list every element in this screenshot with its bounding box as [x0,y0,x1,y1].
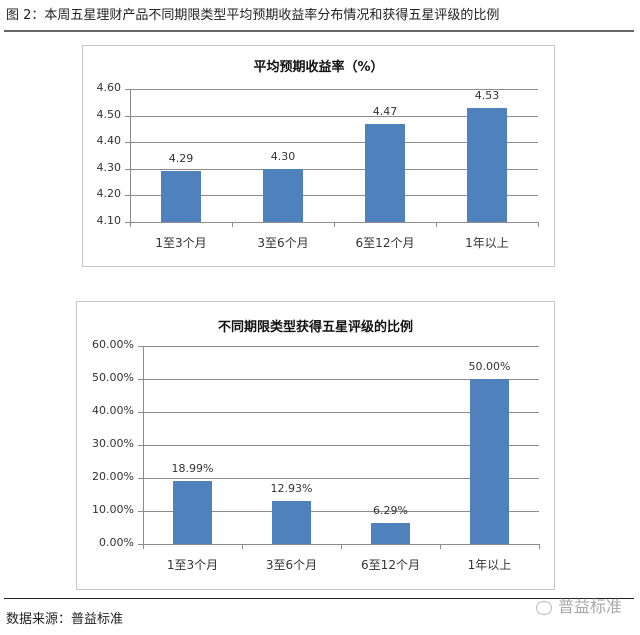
chart-five-star-ratio: 不同期限类型获得五星评级的比例 60.00% 50.00% 40.00% 30.00%… [76,301,555,590]
y-tick [138,478,143,479]
y-tick-label: 4.60 [96,81,122,94]
bar [364,123,406,222]
x-tick [538,222,539,227]
x-tick [440,544,441,549]
y-tick [125,89,130,90]
x-category-label: 6至12个月 [355,236,415,250]
bar [466,107,508,222]
y-tick [125,115,130,117]
y-tick [125,195,130,197]
x-category-label: 3至6个月 [257,236,309,250]
data-source: 数据来源：普益标准 [6,612,124,627]
x-category-label: 6至12个月 [361,558,420,572]
x-tick [130,222,131,227]
x-category-label: 1年以上 [465,236,509,250]
bar [160,171,202,222]
x-tick [242,544,243,549]
y-tick [125,168,130,170]
y-tick [138,379,143,380]
y-tick-label: 4.10 [96,214,122,227]
y-tick-label: 60.00% [92,338,134,351]
chart-title: 平均预期收益率（%） [253,60,384,75]
y-tick-label: 4.30 [96,160,122,174]
gridline [143,346,539,347]
gridline [143,445,539,446]
y-tick [138,346,143,347]
y-tick-label: 50.00% [92,371,134,384]
y-tick-label: 40.00% [92,404,134,417]
bar-value-label: 4.30 [270,149,296,163]
gridline [130,115,538,117]
y-tick-label: 10.00% [92,503,134,516]
x-tick [334,222,335,227]
bar-value-label: 18.99% [171,462,214,476]
bar [271,501,312,544]
y-tick [138,445,143,446]
bottom-rule [4,598,634,599]
y-axis [130,89,131,222]
gridline [130,89,538,90]
bar [172,481,213,544]
watermark: 普益标准 [536,593,622,617]
y-tick [125,222,130,223]
bar [469,379,510,544]
gridline [130,168,538,170]
x-tick [436,222,437,227]
x-tick [232,222,233,227]
figure-title: 图 2：本周五星理财产品不同期限类型平均预期收益率分布情况和获得五星评级的比例 [6,8,500,23]
y-tick [125,142,130,144]
y-tick-label: 4.20 [96,187,122,201]
top-rule [4,30,634,32]
y-tick [138,511,143,512]
x-tick [341,544,342,549]
bar-value-label: 12.93% [270,482,313,496]
gridline [143,478,539,479]
x-category-label: 1年以上 [467,558,512,572]
x-category-label: 1至3个月 [166,558,219,572]
y-tick-label: 0.00% [99,536,134,549]
x-category-label: 1至3个月 [155,236,207,250]
wechat-icon [536,600,552,615]
y-tick-label: 4.50 [96,107,122,121]
gridline [143,379,539,380]
plot-area: 4.60 4.50 4.40 4.30 4.20 4.10 4.29 1至3个月 4.30 3至6… [97,81,539,250]
bar [370,523,411,544]
y-tick [138,412,143,413]
gridline [143,412,539,413]
y-tick [138,544,143,545]
x-category-label: 3至6个月 [265,558,318,572]
bar-value-label: 6.29% [373,504,408,518]
chart-title: 不同期限类型获得五星评级的比例 [217,320,413,335]
bar-value-label: 4.29 [168,152,194,166]
x-tick [143,544,144,549]
bar-value-label: 4.53 [474,88,500,102]
y-tick-label: 4.40 [96,134,122,148]
y-tick-label: 30.00% [92,437,134,450]
gridline [130,195,538,197]
bar-value-label: 4.47 [372,104,398,118]
gridline [143,511,539,512]
bar-value-label: 50.00% [468,360,511,373]
bar [262,168,304,222]
chart-avg-yield: 平均预期收益率（%） 4.60 4.50 4.40 4.30 4.20 4.10 4.29 1… [82,45,555,267]
plot-area: 60.00% 50.00% 40.00% 30.00% 20.00% 10.00% 0.00… [92,338,540,572]
watermark-text: 普益标准 [558,597,623,616]
gridline [130,142,538,144]
x-tick [539,544,540,549]
y-tick-label: 20.00% [92,470,134,483]
